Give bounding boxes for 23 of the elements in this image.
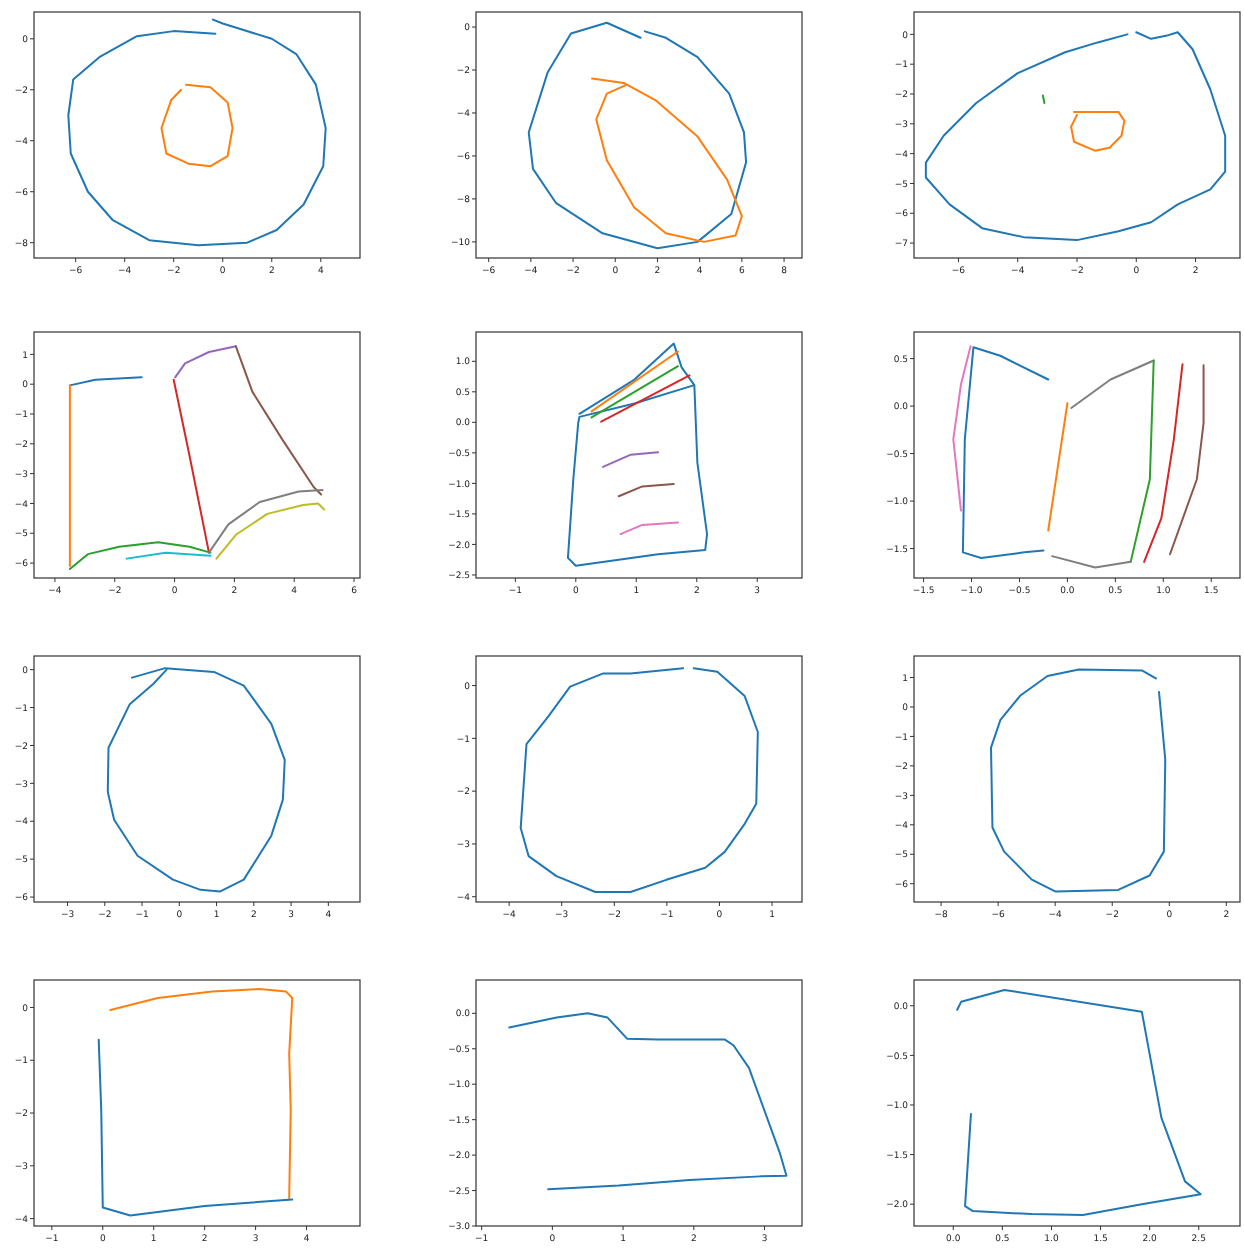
- line-series: [234, 345, 323, 496]
- line-series: [956, 988, 1202, 1217]
- line-series: [109, 987, 294, 1200]
- line-series: [207, 489, 324, 554]
- line-series: [591, 77, 743, 243]
- line-series: [527, 21, 748, 250]
- line-series: [174, 345, 237, 379]
- line-series: [106, 667, 286, 893]
- line-series: [215, 502, 326, 560]
- line-series: [1070, 110, 1126, 152]
- line-series: [566, 342, 709, 567]
- line-series: [519, 667, 759, 893]
- line-series: [924, 31, 1227, 242]
- line-series: [508, 1012, 788, 1191]
- line-series: [961, 346, 1050, 560]
- line-series: [67, 18, 327, 247]
- line-series: [160, 83, 234, 168]
- line-series: [68, 541, 212, 571]
- line-series: [990, 668, 1167, 893]
- line-series: [952, 345, 972, 512]
- line-series: [97, 1038, 294, 1217]
- line-series: [1169, 364, 1205, 556]
- line-series: [1143, 363, 1184, 563]
